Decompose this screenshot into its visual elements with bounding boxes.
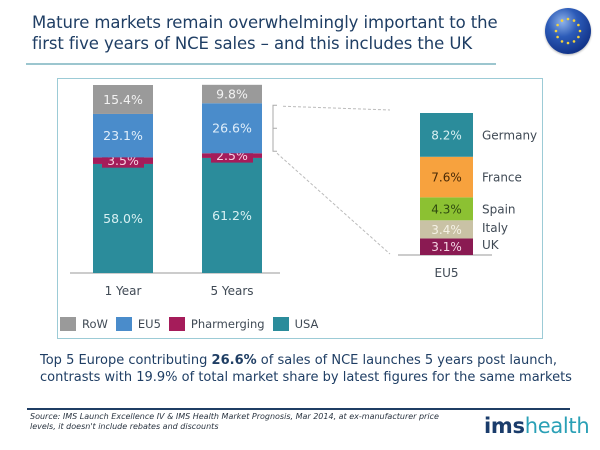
eu5-segment-germany (420, 113, 473, 157)
country-label-spain: Spain (482, 202, 516, 216)
bar-segment-usa-1-year (93, 163, 153, 273)
data-label-usa: 61.2% (212, 208, 252, 223)
data-label-eu5: 26.6% (212, 121, 252, 136)
eu5-segment-uk (420, 238, 473, 255)
eu5-segment-italy (420, 220, 473, 239)
legend-swatch (115, 317, 132, 331)
callout-highlight: 26.6% (211, 353, 257, 368)
eu5-segment-france (420, 156, 473, 198)
eu5-bracket (272, 104, 277, 152)
country-label-france: France (482, 171, 522, 185)
eu-star (556, 35, 559, 39)
bar-segment-row-5-years (202, 84, 262, 104)
eu-star (566, 41, 570, 45)
eu-star (566, 17, 570, 21)
legend-label: EU5 (137, 317, 161, 331)
eu5-data-label-spain: 4.3% (431, 202, 462, 216)
eu-star (560, 19, 564, 22)
eu-stars (554, 17, 582, 45)
legend-label: RoW (82, 317, 108, 331)
data-label-row: 9.8% (216, 87, 248, 102)
connector-bottom (276, 152, 391, 255)
legend-label: USA (294, 317, 319, 331)
eu-star (572, 40, 576, 43)
eu5-data-label-germany: 8.2% (431, 128, 462, 142)
category-label: 1 Year (105, 284, 142, 298)
data-label-row: 15.4% (103, 92, 143, 107)
chart-legend: RoW EU5 Pharmerging USA (60, 317, 326, 331)
callout-prefix: Top 5 Europe contributing (40, 353, 212, 368)
legend-swatch (272, 317, 289, 331)
country-label-italy: Italy (482, 221, 508, 235)
eu5-data-label-france: 7.6% (431, 171, 462, 185)
eu-star (578, 29, 582, 33)
bar-segment-eu5-5-years (202, 103, 262, 154)
eu5-segment-spain (420, 197, 473, 221)
eu-star (554, 29, 558, 33)
country-label-uk: UK (482, 238, 500, 252)
eu-star (577, 35, 580, 39)
bar-segment-usa-5-years (202, 157, 262, 273)
eu-star (577, 23, 580, 27)
source-divider (27, 408, 570, 410)
eu5-data-label-italy: 3.4% (431, 223, 462, 237)
title-divider (26, 63, 496, 65)
key-insight: Top 5 Europe contributing 26.6% of sales… (40, 352, 580, 386)
logo-ims: ims (484, 414, 525, 438)
legend-swatch (60, 317, 76, 331)
legend-label: Pharmerging (190, 317, 265, 331)
callout-suffix: of sales of NCE launches 5 years post la… (40, 353, 572, 385)
eu-star (560, 40, 564, 43)
eu-star (556, 23, 559, 27)
source-note: Source: IMS Launch Excellence IV & IMS H… (30, 412, 439, 431)
legend-swatch (168, 317, 185, 331)
logo-health: health (524, 414, 590, 438)
legend-item-pharmerging: Pharmerging (168, 317, 265, 331)
legend-item-row: RoW (60, 317, 108, 331)
data-label-usa: 58.0% (103, 211, 143, 226)
country-label-germany: Germany (482, 128, 537, 142)
bar-segment-eu5-1-year (93, 113, 153, 158)
legend-item-eu5: EU5 (115, 317, 161, 331)
slide-title: Mature markets remain overwhelmingly imp… (32, 13, 498, 53)
connector-top (282, 105, 391, 111)
ims-health-logo: imshealth (484, 414, 590, 438)
category-label: 5 Years (210, 284, 253, 298)
eu-flag-icon (545, 8, 591, 54)
eu5-data-label-uk: 3.1% (431, 240, 462, 254)
bar-segment-row-1-year (93, 85, 153, 114)
eu-star (572, 19, 576, 22)
eu5-category-label: EU5 (435, 266, 459, 280)
legend-item-usa: USA (272, 317, 319, 331)
data-label-eu5: 23.1% (103, 128, 143, 143)
chart-frame (57, 78, 543, 339)
